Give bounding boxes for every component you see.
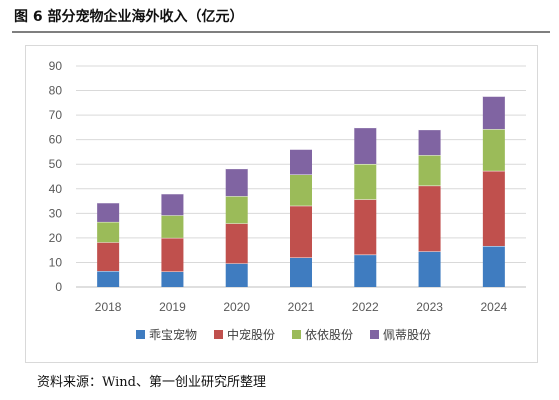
- bar-segment: [161, 237, 184, 272]
- bar-segment: [418, 155, 441, 186]
- legend-swatch: [370, 330, 379, 339]
- bar-segment: [161, 215, 184, 238]
- bar-segment: [482, 245, 505, 287]
- y-tick-label: 40: [49, 182, 63, 196]
- legend-label: 依依股份: [305, 327, 353, 342]
- bar-segment: [97, 221, 120, 243]
- y-tick-label: 20: [49, 231, 63, 245]
- bar-segment: [290, 174, 312, 206]
- bar-segment: [225, 168, 248, 197]
- bar-segment: [354, 163, 377, 200]
- bar-segment: [418, 251, 441, 287]
- y-tick-label: 70: [49, 108, 63, 122]
- bar-segment: [482, 96, 505, 130]
- bar-segment: [482, 170, 505, 246]
- y-tick-label: 10: [49, 255, 63, 269]
- legend-label: 乖宝宠物: [149, 327, 197, 342]
- bar-segment: [161, 193, 184, 216]
- bar-segment: [97, 242, 120, 272]
- bar-segment: [225, 263, 248, 287]
- y-tick-label: 0: [55, 280, 62, 294]
- bar-segment: [354, 127, 377, 164]
- chart-frame: 0 10 20 30 40 50 60 70 80 90 2018 2019 2020 2021 2022 2…: [25, 45, 538, 363]
- bar-segment: [290, 257, 312, 287]
- bar-segment: [225, 196, 248, 224]
- y-tick-label: 60: [49, 133, 63, 147]
- y-tick-label: 90: [49, 59, 63, 73]
- legend-label: 佩蒂股份: [383, 328, 431, 342]
- x-tick-label: 2019: [159, 300, 186, 314]
- stacked-bar-chart: 0 10 20 30 40 50 60 70 80 90 2018 2019 2020 2021 2022 2…: [49, 59, 526, 342]
- bar-segment: [418, 185, 441, 252]
- y-tick-label: 50: [49, 157, 63, 171]
- bar-segment: [290, 149, 312, 175]
- legend-label: 中宠股份: [227, 327, 275, 342]
- x-tick-label: 2024: [481, 300, 508, 314]
- bar-segment: [97, 271, 120, 287]
- x-tick-label: 2018: [95, 300, 122, 314]
- bar-segment: [161, 271, 184, 287]
- y-tick-label: 80: [49, 84, 63, 98]
- bar-segment: [97, 202, 120, 222]
- y-tick-label: 30: [49, 206, 63, 220]
- legend-swatch: [214, 330, 223, 339]
- bar-segment: [290, 205, 312, 258]
- bar-segment: [354, 199, 377, 255]
- legend-swatch: [292, 330, 301, 339]
- bar-segment: [418, 129, 441, 156]
- bar-segment: [482, 129, 505, 171]
- title-divider: [12, 31, 550, 33]
- source-note: 资料来源：Wind、第一创业研究所整理: [37, 375, 266, 390]
- figure-title: 图 6 部分宠物企业海外收入（亿元）: [14, 9, 244, 25]
- x-tick-label: 2022: [352, 300, 379, 314]
- bar-segment: [354, 254, 377, 287]
- x-tick-label: 2023: [416, 300, 443, 314]
- x-tick-label: 2021: [288, 300, 315, 314]
- x-tick-label: 2020: [223, 300, 250, 314]
- bar-segment: [225, 223, 248, 264]
- legend-swatch: [136, 330, 145, 339]
